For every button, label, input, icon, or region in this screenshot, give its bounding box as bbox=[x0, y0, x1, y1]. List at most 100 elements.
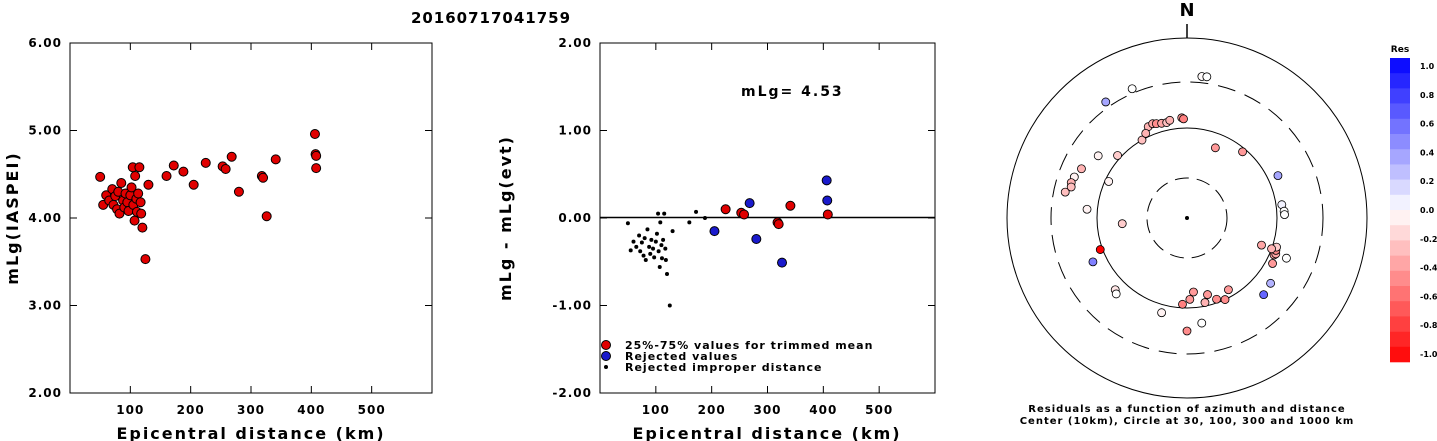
improper-distance-point bbox=[687, 220, 692, 225]
residual-vs-distance-panel: 100 200 300 400 500 -2.00 -1.00 0.00 1.00 2.00 mL… bbox=[496, 36, 936, 441]
y-tick-label: 4.00 bbox=[28, 211, 62, 225]
improper-distance-point bbox=[634, 244, 639, 249]
y-tick-label: 1.00 bbox=[558, 124, 592, 138]
station-marker bbox=[1266, 278, 1276, 288]
circle-100km bbox=[1096, 127, 1278, 309]
improper-distance-point bbox=[652, 255, 657, 260]
azimuth-residual-map: N Residuals as a function of azimuth and… bbox=[1006, 0, 1368, 427]
magnitude-point bbox=[126, 182, 137, 193]
improper-distance-point bbox=[670, 229, 675, 234]
colorbar-labels: 1.0 0.8 0.6 0.4 0.2 0.0 -0.2 -0.4 -0.6 -0.8 -1.0 bbox=[1420, 62, 1437, 359]
y-tick-label: 2.00 bbox=[28, 386, 62, 400]
station-marker bbox=[1060, 187, 1070, 197]
magnitude-point bbox=[270, 154, 281, 165]
circle-30km bbox=[1146, 177, 1228, 259]
station-marker bbox=[1104, 177, 1114, 186]
magnitude-point bbox=[200, 157, 211, 168]
magnitude-point bbox=[140, 254, 151, 265]
station-marker bbox=[1113, 151, 1122, 160]
colorbar-swatch bbox=[1390, 73, 1410, 89]
magnitude-point bbox=[220, 164, 231, 174]
magnitude-point bbox=[311, 150, 322, 161]
colorbar-label: -0.6 bbox=[1420, 292, 1437, 301]
colorbar-swatch bbox=[1390, 316, 1410, 332]
colorbar-label: 0.4 bbox=[1420, 148, 1435, 157]
station-marker bbox=[1165, 115, 1175, 125]
improper-distance-point bbox=[653, 239, 658, 244]
improper-distance-point bbox=[667, 303, 672, 308]
magnitude-point bbox=[136, 208, 147, 219]
station-marker bbox=[1066, 182, 1076, 192]
colorbar-label: -0.4 bbox=[1420, 264, 1437, 273]
station-marker bbox=[1111, 289, 1121, 299]
station-marker bbox=[1178, 299, 1187, 309]
circle-300km bbox=[1050, 81, 1324, 355]
improper-distance-point bbox=[631, 239, 636, 244]
y-tick-label: 5.00 bbox=[28, 124, 62, 138]
panel2-legend: 25%-75% values for trimmed mean Rejected… bbox=[601, 339, 873, 374]
improper-distance-point bbox=[654, 231, 659, 236]
x-tick-label: 200 bbox=[698, 403, 726, 417]
colorbar-swatch bbox=[1390, 346, 1410, 363]
improper-distance-point bbox=[628, 248, 633, 253]
station-marker bbox=[1224, 285, 1233, 295]
panel1-points bbox=[95, 129, 322, 265]
improper-distance-point bbox=[651, 246, 656, 251]
magnitude-point bbox=[161, 171, 172, 181]
trimmed-mean-point bbox=[785, 200, 796, 211]
colorbar-swatch bbox=[1390, 270, 1410, 287]
y-tick-label: 0.00 bbox=[558, 211, 592, 225]
station-marker bbox=[1088, 257, 1098, 267]
station-marker bbox=[1282, 253, 1291, 263]
station-marker bbox=[1202, 72, 1212, 82]
station-marker bbox=[1197, 318, 1207, 328]
magnitude-point bbox=[135, 197, 146, 208]
y-tick-label: 2.00 bbox=[558, 36, 592, 50]
colorbar-swatch bbox=[1390, 331, 1410, 348]
improper-distance-point bbox=[647, 244, 652, 249]
caption-line-1: Residuals as a function of azimuth and d… bbox=[1028, 404, 1345, 415]
colorbar-swatches bbox=[1390, 58, 1410, 363]
colorbar-swatch bbox=[1390, 58, 1410, 74]
caption-line-2: Center (10km), Circle at 30, 100, 300 an… bbox=[1020, 416, 1355, 427]
panel2-mlg-annotation: mLg= 4.53 bbox=[741, 84, 844, 100]
improper-distance-point bbox=[638, 249, 643, 254]
colorbar-label: -1.0 bbox=[1420, 350, 1437, 359]
colorbar-swatch bbox=[1390, 118, 1410, 135]
station-marker bbox=[1212, 294, 1221, 304]
panel1-x-axis-label: Epicentral distance (km) bbox=[116, 424, 385, 441]
improper-distance-point bbox=[625, 221, 630, 226]
y-tick-label: -2.00 bbox=[552, 386, 592, 400]
improper-distance-point bbox=[656, 211, 661, 216]
y-tick-label: -1.00 bbox=[552, 299, 592, 313]
station-marker bbox=[1182, 326, 1192, 336]
x-tick-label: 400 bbox=[809, 403, 837, 417]
station-marker bbox=[1189, 287, 1198, 297]
improper-distance-point bbox=[657, 265, 662, 269]
magnitude-point bbox=[261, 211, 272, 222]
legend-marker-trimmed-mean bbox=[601, 340, 611, 350]
panel2-y-axis-label: mLg - mLg(evt) bbox=[496, 135, 515, 301]
rejected-point bbox=[821, 175, 832, 186]
improper-distance-point bbox=[659, 256, 664, 261]
station-marker bbox=[1117, 219, 1127, 229]
improper-distance-point bbox=[649, 237, 654, 242]
improper-distance-point bbox=[662, 211, 667, 216]
station-marker bbox=[1077, 164, 1086, 174]
x-tick-label: 500 bbox=[358, 403, 386, 417]
improper-distance-point bbox=[643, 258, 648, 262]
y-tick-label: 3.00 bbox=[28, 299, 62, 313]
rejected-point bbox=[709, 226, 720, 237]
rejected-point bbox=[822, 195, 833, 206]
station-marker bbox=[1082, 204, 1092, 214]
panel1-ticks: 100 200 300 400 500 2.00 3.00 4.00 5.00 6.00 bbox=[28, 36, 432, 417]
station-marker bbox=[1127, 84, 1137, 94]
x-tick-label: 100 bbox=[116, 403, 144, 417]
improper-distance-point bbox=[661, 237, 666, 242]
station-markers bbox=[1060, 72, 1291, 336]
trimmed-mean-point bbox=[773, 219, 784, 230]
improper-distance-point bbox=[658, 220, 663, 225]
legend-label-trimmed-mean: 25%-75% values for trimmed mean bbox=[625, 339, 873, 352]
trimmed-mean-point bbox=[822, 209, 833, 220]
rejected-point bbox=[777, 257, 788, 268]
